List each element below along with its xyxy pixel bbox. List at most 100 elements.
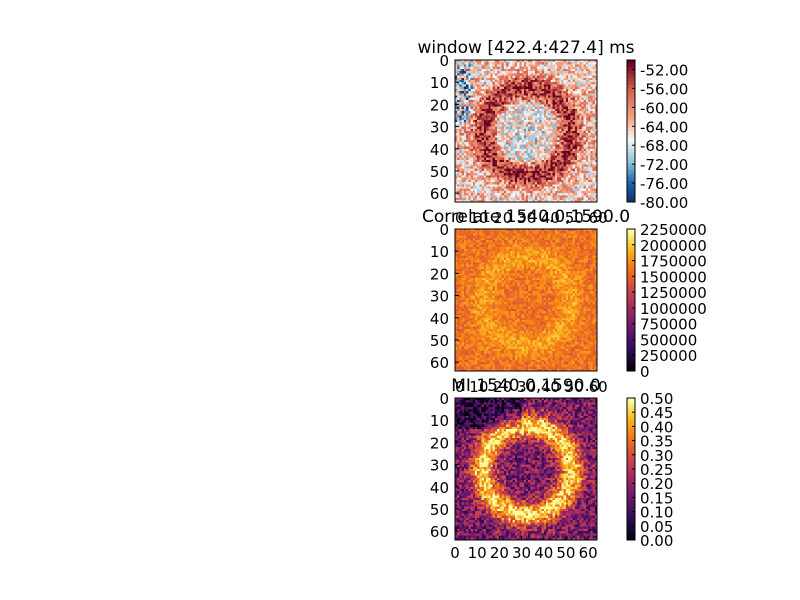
colorbar: 0.500.450.400.350.300.250.200.150.100.05…: [626, 390, 673, 550]
y-tick-label: 40: [430, 310, 449, 328]
colorbar-segment: [627, 483, 635, 488]
y-tick-label: 60: [430, 354, 449, 372]
y-tick-label: 40: [430, 479, 449, 497]
colorbar-segment: [627, 511, 635, 516]
colorbar-segment: [627, 84, 635, 89]
colorbar-segment: [627, 260, 635, 265]
colorbar-tick-label: -52.00: [640, 61, 688, 79]
colorbar-segment: [627, 310, 635, 315]
colorbar-segment: [627, 152, 635, 157]
colorbar-segment: [627, 187, 635, 192]
colorbar-tick-label: 0.45: [640, 404, 673, 422]
colorbar-segment: [627, 412, 635, 417]
colorbar-segment: [627, 264, 635, 269]
colorbar-segment: [627, 349, 635, 354]
colorbar-segment: [627, 275, 635, 280]
colorbar-segment: [627, 113, 635, 118]
colorbar-segment: [627, 360, 635, 365]
colorbar-segment: [627, 451, 635, 456]
plot-frame: [454, 228, 598, 372]
colorbar-segment: [627, 356, 635, 361]
colorbar-segment: [627, 504, 635, 509]
colorbar-segment: [627, 532, 635, 537]
colorbar-segment: [627, 70, 635, 75]
plot-frame: [454, 59, 598, 203]
colorbar-tick-label: 0.30: [640, 447, 673, 465]
colorbar-tick-label: 0.20: [640, 475, 673, 493]
x-tick-label: 40: [534, 544, 553, 562]
colorbar-segment: [627, 60, 635, 65]
colorbar-segment: [627, 321, 635, 326]
colorbar-segment: [627, 429, 635, 434]
colorbar-segment: [627, 497, 635, 502]
colorbar-segment: [627, 99, 635, 104]
colorbar-segment: [627, 335, 635, 340]
colorbar-segment: [627, 257, 635, 262]
heatmap-panel-1: window [422.4:427.4] ms0 10 20 30 40 50 60 -52.…: [417, 38, 688, 212]
x-tick-label: 0: [450, 544, 460, 562]
colorbar-frame: [626, 228, 636, 372]
colorbar-tick-label: -56.00: [640, 80, 688, 98]
colorbar-segment: [627, 282, 635, 287]
y-tick-label: 20: [430, 265, 449, 283]
colorbar-segment: [627, 401, 635, 406]
x-tick-label: 30: [512, 544, 531, 562]
panel-title: MI 1540.0,1590.0: [451, 376, 600, 396]
colorbar-frame: [626, 59, 636, 203]
heatmap-image: [455, 229, 597, 371]
colorbar-segment: [627, 173, 635, 178]
colorbar-segment: [627, 232, 635, 237]
colorbar-segment: [627, 292, 635, 297]
colorbar-segment: [627, 469, 635, 474]
colorbar-segment: [627, 437, 635, 442]
colorbar-segment: [627, 253, 635, 258]
y-tick-label: 10: [430, 412, 449, 430]
colorbar-segment: [627, 342, 635, 347]
colorbar-tick-label: -68.00: [640, 137, 688, 155]
colorbar-tick-label: 0.00: [640, 532, 673, 550]
colorbar-segment: [627, 131, 635, 136]
colorbar: -52.00-56.00-60.00-64.00-68.00-72.00-76.…: [626, 59, 688, 212]
colorbar-tick-label: 0.25: [640, 461, 673, 479]
colorbar-segment: [627, 518, 635, 523]
colorbar-segment: [627, 155, 635, 160]
colorbar-segment: [627, 307, 635, 312]
colorbar-segment: [627, 476, 635, 481]
colorbar-segment: [627, 408, 635, 413]
colorbar-segment: [627, 95, 635, 100]
colorbar-segment: [627, 162, 635, 167]
colorbar-tick-label: 250000: [640, 347, 697, 365]
y-tick-label: 50: [430, 163, 449, 181]
colorbar-segment: [627, 536, 635, 541]
colorbar-segment: [627, 353, 635, 358]
y-tick-label: 0: [439, 221, 449, 239]
colorbar-segment: [627, 191, 635, 196]
colorbar-segment: [627, 77, 635, 82]
heatmap-image: [455, 398, 597, 540]
colorbar-segment: [627, 422, 635, 427]
colorbar-segment: [627, 508, 635, 513]
colorbar-segment: [627, 314, 635, 319]
colorbar-segment: [627, 198, 635, 203]
x-tick-label-overlap: 0 10 20 30 40 50 60: [455, 378, 608, 396]
colorbar-tick-label: 0: [640, 363, 650, 381]
y-tick-label: 0: [439, 390, 449, 408]
x-tick-label: 50: [556, 544, 575, 562]
colorbar-segment: [627, 493, 635, 498]
colorbar-segment: [627, 486, 635, 491]
y-tick-label: 0: [439, 52, 449, 70]
colorbar-segment: [627, 472, 635, 477]
colorbar-tick-label: 0.50: [640, 390, 673, 408]
colorbar-segment: [627, 346, 635, 351]
y-tick-label: 50: [430, 501, 449, 519]
colorbar-segment: [627, 303, 635, 308]
colorbar-segment: [627, 239, 635, 244]
colorbar-segment: [627, 268, 635, 273]
y-tick-label: 10: [430, 243, 449, 261]
y-tick-label: 20: [430, 96, 449, 114]
colorbar-segment: [627, 184, 635, 189]
heatmap-image: [455, 60, 597, 202]
x-tick-label: 60: [579, 544, 598, 562]
